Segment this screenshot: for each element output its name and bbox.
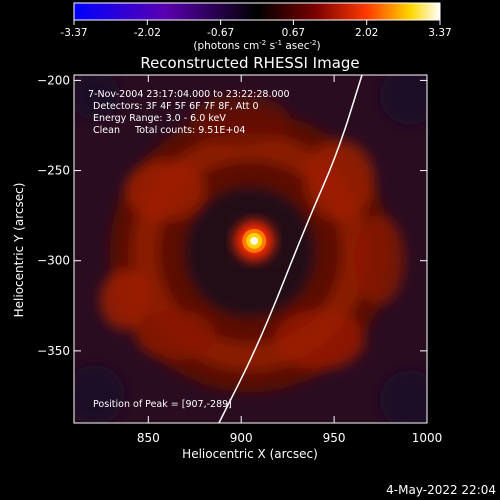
x-tick-label: 950 [323,431,346,445]
info-clean-counts: Clean Total counts: 9.51E+04 [93,125,245,136]
peak-source [234,220,275,261]
x-axis-label: Heliocentric X (arcsec) [182,447,318,461]
x-axis: 850 900 950 1000 [137,75,442,445]
y-tick-label: −350 [37,344,70,358]
colorbar-tick-label: 2.02 [355,27,378,39]
y-tick-label: −200 [37,73,70,87]
colorbar-tick-label: -2.02 [134,27,161,39]
x-tick-label: 850 [137,431,160,445]
info-detectors: Detectors: 3F 4F 5F 6F 7F 8F, Att 0 [93,101,259,112]
info-energy-range: Energy Range: 3.0 - 6.0 keV [93,113,226,124]
y-axis: −200 −250 −300 −350 [37,73,427,358]
heatmap-image [74,75,427,423]
y-tick-label: −250 [37,164,70,178]
colorbar: -3.37 -2.02 -0.67 0.67 2.02 3.37 (photons cm-… [60,2,452,52]
chart-title: Reconstructed RHESSI Image [140,54,359,72]
footer-date: 4-May-2022 22:04 [386,483,496,497]
colorbar-ticks: -3.37 -2.02 -0.67 0.67 2.02 3.37 [60,20,452,39]
solar-limb-line [218,75,363,423]
colorbar-gradient [73,2,441,21]
colorbar-tick-label: 0.67 [282,27,305,39]
peak-position-label: Position of Peak = [907,-289] [93,399,232,410]
colorbar-tick-label: -3.37 [60,27,87,39]
colorbar-tick-label: 3.37 [428,27,451,39]
observation-info: 7-Nov-2004 23:17:04.000 to 23:22:28.000 … [88,89,290,136]
y-tick-label: −300 [37,254,70,268]
info-time-range: 7-Nov-2004 23:17:04.000 to 23:22:28.000 [88,89,290,100]
colorbar-units-label: (photons cm-2 s-1 asec-2) [193,39,320,52]
colorbar-tick-label: -0.67 [207,27,234,39]
plot-frame [73,74,428,424]
peak-center [250,236,259,245]
x-tick-label: 900 [230,431,253,445]
x-tick-label: 1000 [412,431,443,445]
y-axis-label: Heliocentric Y (arcsec) [12,183,26,318]
